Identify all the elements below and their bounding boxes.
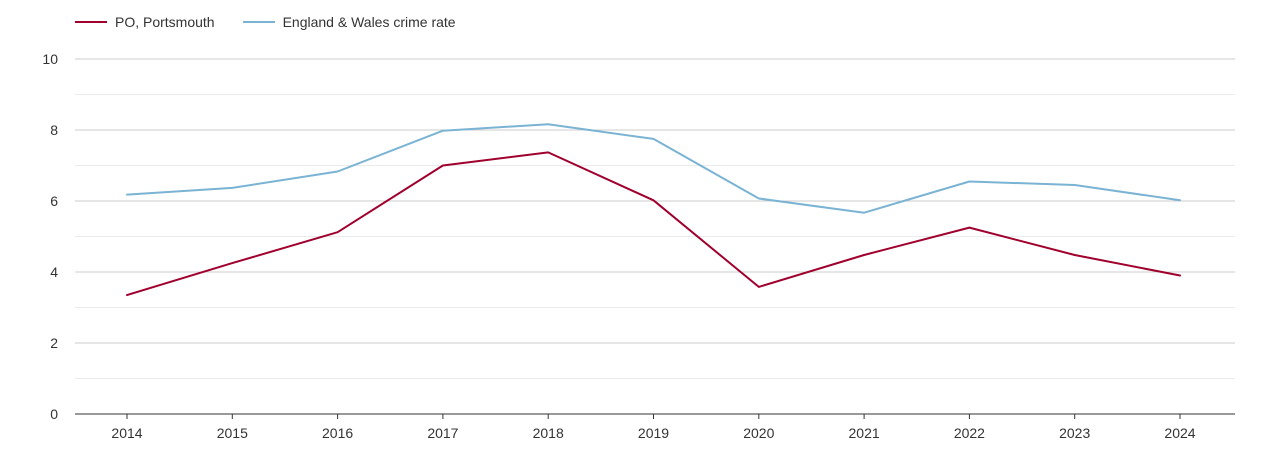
x-tick-label: 2020	[743, 425, 774, 441]
y-tick-label: 2	[50, 335, 58, 351]
x-tick-label: 2024	[1164, 425, 1195, 441]
x-tick-label: 2023	[1059, 425, 1090, 441]
legend: PO, Portsmouth England & Wales crime rat…	[75, 14, 456, 30]
x-tick-label: 2016	[322, 425, 353, 441]
x-tick-label: 2015	[217, 425, 248, 441]
y-tick-label: 8	[50, 122, 58, 138]
y-tick-label: 6	[50, 193, 58, 209]
y-tick-label: 4	[50, 264, 58, 280]
x-tick-label: 2017	[427, 425, 458, 441]
series-line-england-wales[interactable]	[126, 123, 1181, 214]
y-axis-labels: 0 2 4 6 8 10	[42, 51, 58, 422]
x-tick-label: 2021	[849, 425, 880, 441]
legend-label-portsmouth: PO, Portsmouth	[115, 14, 215, 30]
series-line-portsmouth[interactable]	[126, 151, 1181, 297]
legend-label-england-wales: England & Wales crime rate	[282, 14, 456, 30]
legend-swatch-england-wales	[242, 21, 275, 23]
legend-swatch-portsmouth	[75, 21, 107, 23]
x-tick-label: 2019	[638, 425, 669, 441]
x-tick-label: 2014	[111, 425, 142, 441]
legend-item-england-wales[interactable]: England & Wales crime rate	[242, 14, 456, 30]
x-tick-label: 2018	[533, 425, 564, 441]
y-tick-label: 0	[50, 406, 58, 422]
x-tick-label: 2022	[954, 425, 985, 441]
legend-item-portsmouth[interactable]: PO, Portsmouth	[75, 14, 215, 30]
x-axis-labels: 2014 2015 2016 2017 2018 2019 2020 2021 2022 2023…	[111, 414, 1196, 441]
gridlines	[75, 58, 1235, 379]
y-tick-label: 10	[42, 51, 58, 67]
